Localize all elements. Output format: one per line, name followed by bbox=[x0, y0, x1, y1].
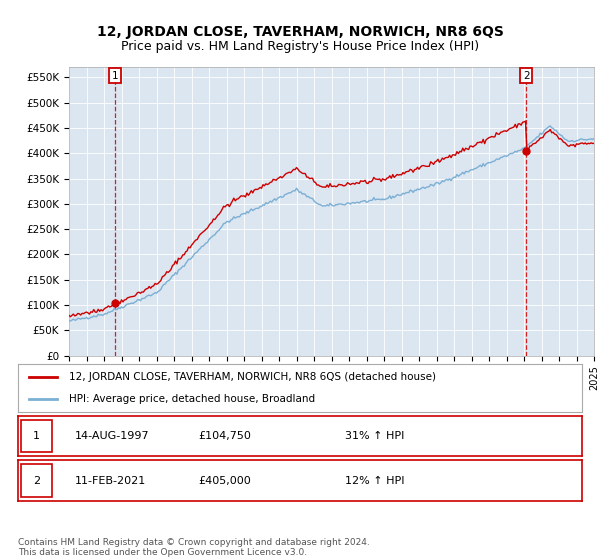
Text: 2: 2 bbox=[523, 71, 529, 81]
Text: 31% ↑ HPI: 31% ↑ HPI bbox=[345, 431, 404, 441]
Text: 2: 2 bbox=[33, 476, 40, 486]
Text: 12% ↑ HPI: 12% ↑ HPI bbox=[345, 476, 404, 486]
Text: Contains HM Land Registry data © Crown copyright and database right 2024.
This d: Contains HM Land Registry data © Crown c… bbox=[18, 538, 370, 557]
Text: 11-FEB-2021: 11-FEB-2021 bbox=[74, 476, 146, 486]
Text: £104,750: £104,750 bbox=[199, 431, 251, 441]
FancyBboxPatch shape bbox=[21, 419, 52, 452]
Text: HPI: Average price, detached house, Broadland: HPI: Average price, detached house, Broa… bbox=[69, 394, 315, 404]
Text: 14-AUG-1997: 14-AUG-1997 bbox=[74, 431, 149, 441]
Text: £405,000: £405,000 bbox=[199, 476, 251, 486]
Text: 12, JORDAN CLOSE, TAVERHAM, NORWICH, NR8 6QS: 12, JORDAN CLOSE, TAVERHAM, NORWICH, NR8… bbox=[97, 25, 503, 39]
Text: 1: 1 bbox=[33, 431, 40, 441]
Text: 1: 1 bbox=[112, 71, 118, 81]
Text: 12, JORDAN CLOSE, TAVERHAM, NORWICH, NR8 6QS (detached house): 12, JORDAN CLOSE, TAVERHAM, NORWICH, NR8… bbox=[69, 372, 436, 382]
Text: Price paid vs. HM Land Registry's House Price Index (HPI): Price paid vs. HM Land Registry's House … bbox=[121, 40, 479, 53]
FancyBboxPatch shape bbox=[21, 464, 52, 497]
